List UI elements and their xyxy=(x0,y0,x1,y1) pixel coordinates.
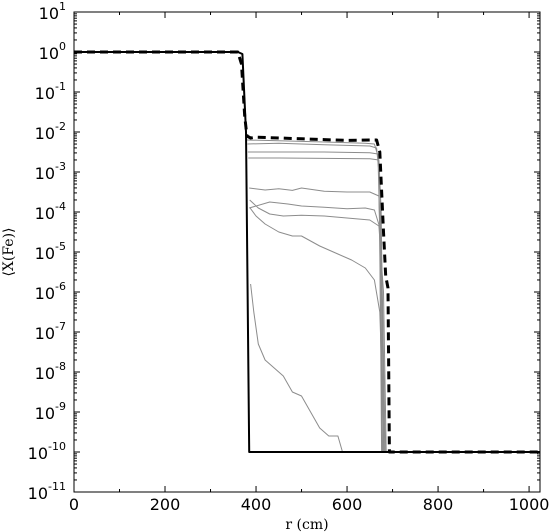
x-tick-label: 800 xyxy=(423,495,454,514)
series-line-gray xyxy=(249,207,385,453)
y-tick-label: 10-11 xyxy=(28,480,66,503)
series-line-gray xyxy=(249,199,387,453)
x-axis-label: r (cm) xyxy=(285,517,328,532)
y-tick-label: 10-2 xyxy=(35,120,66,143)
series-line-gray xyxy=(249,187,385,453)
series-line-gray xyxy=(250,283,343,453)
series-line-solid-black xyxy=(74,51,540,453)
x-tick-label: 400 xyxy=(241,495,272,514)
series-line-gray xyxy=(247,142,383,453)
y-tick-label: 101 xyxy=(39,0,66,23)
y-tick-label: 10-4 xyxy=(35,200,66,223)
y-tick-label: 10-9 xyxy=(35,400,66,423)
series-lines xyxy=(74,50,540,454)
x-tick-label: 600 xyxy=(332,495,363,514)
series-line-gray xyxy=(248,157,384,453)
y-tick-label: 10-7 xyxy=(35,320,66,343)
series-line-dashed-black xyxy=(74,50,540,454)
plot-frame xyxy=(73,11,541,493)
series-line-gray xyxy=(247,151,383,453)
y-tick-label: 10-8 xyxy=(35,360,66,383)
y-tick-label: 10-6 xyxy=(35,280,66,303)
y-tick-label: 10-3 xyxy=(35,160,66,183)
x-tick-label: 1000 xyxy=(509,495,549,514)
y-axis-label: ⟨X(Fe)⟩ xyxy=(1,227,17,276)
x-tick-label: 0 xyxy=(69,495,79,514)
axis-ticks xyxy=(73,11,540,493)
y-tick-label: 10-5 xyxy=(35,240,66,263)
y-tick-label: 10-1 xyxy=(35,80,66,103)
x-tick-label: 200 xyxy=(150,495,181,514)
series-line-gray xyxy=(246,139,383,453)
y-tick-label: 10-10 xyxy=(28,440,66,463)
series-line-gray xyxy=(249,201,386,453)
y-tick-label: 100 xyxy=(39,40,66,63)
tick-labels: 0 200 400 600 800 1000 101 100 10-1 10-2 10-3 10-4 1… xyxy=(28,0,549,514)
